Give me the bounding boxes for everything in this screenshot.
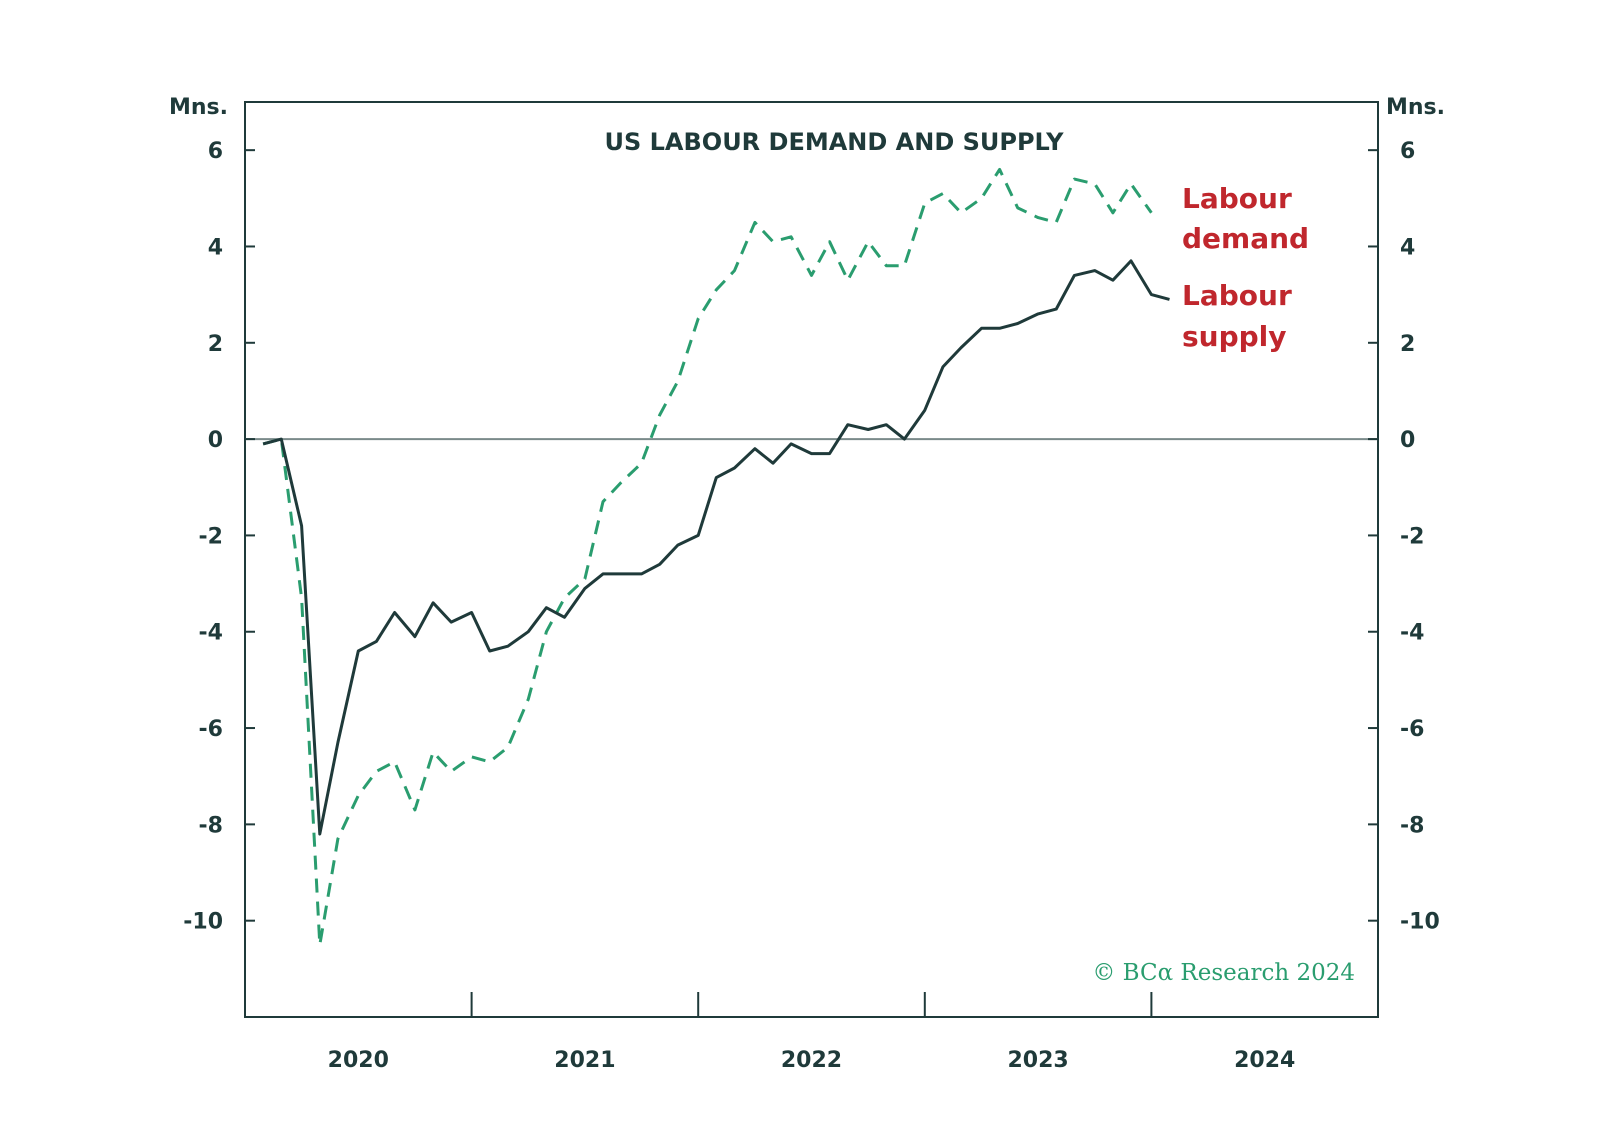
y-tick-label-left: -6 — [199, 717, 223, 742]
series-label-demand-line1: Labour — [1182, 182, 1292, 215]
series-label-demand-line2: demand — [1182, 222, 1309, 255]
y-tick-label-left: -2 — [199, 524, 223, 549]
y-tick-label-left: -10 — [183, 910, 223, 935]
y-tick-label-left: -8 — [199, 813, 223, 838]
x-tick-label: 2022 — [781, 1048, 842, 1073]
y-tick-label-left: 0 — [208, 428, 223, 453]
chart-title: US LABOUR DEMAND AND SUPPLY — [605, 128, 1065, 156]
series-label-supply-line1: Labour — [1182, 279, 1292, 312]
y-tick-label-right: -2 — [1400, 524, 1424, 549]
axis-group: 6 6 4 4 2 2 0 0 -2 -2 -4 -4 -6 -6 -8 -8 -10 -10 2020 2021 20… — [183, 139, 1440, 1073]
y-tick-label-right: 2 — [1400, 332, 1415, 357]
plot-frame — [244, 101, 1379, 1018]
x-tick-label: 2020 — [328, 1048, 389, 1073]
right-axis-unit: Mns. — [1386, 95, 1445, 120]
credit-text: © BCα Research 2024 — [1092, 960, 1355, 986]
y-tick-label-right: -8 — [1400, 813, 1424, 838]
y-tick-label-left: 6 — [208, 139, 223, 164]
y-tick-label-left: -4 — [199, 621, 223, 646]
x-tick-label: 2023 — [1007, 1048, 1068, 1073]
x-tick-label: 2021 — [554, 1048, 615, 1073]
y-tick-label-right: -10 — [1400, 910, 1440, 935]
y-tick-label-right: 4 — [1400, 235, 1415, 260]
y-tick-label-right: -6 — [1400, 717, 1424, 742]
y-tick-label-right: 6 — [1400, 139, 1415, 164]
series-label-demand: Labour demand — [1182, 182, 1309, 255]
series-line-labour-supply — [262, 259, 1170, 836]
series-line-labour-demand — [262, 167, 1153, 947]
series-label-supply: Labour supply — [1182, 279, 1292, 353]
y-tick-label-left: 4 — [208, 235, 223, 260]
series-group — [262, 167, 1170, 947]
plot-border — [244, 101, 1379, 1018]
left-axis-unit: Mns. — [169, 95, 228, 120]
y-tick-label-left: 2 — [208, 332, 223, 357]
series-label-supply-line2: supply — [1182, 320, 1287, 353]
x-tick-label: 2024 — [1234, 1048, 1295, 1073]
y-tick-label-right: 0 — [1400, 428, 1415, 453]
y-tick-label-right: -4 — [1400, 621, 1424, 646]
